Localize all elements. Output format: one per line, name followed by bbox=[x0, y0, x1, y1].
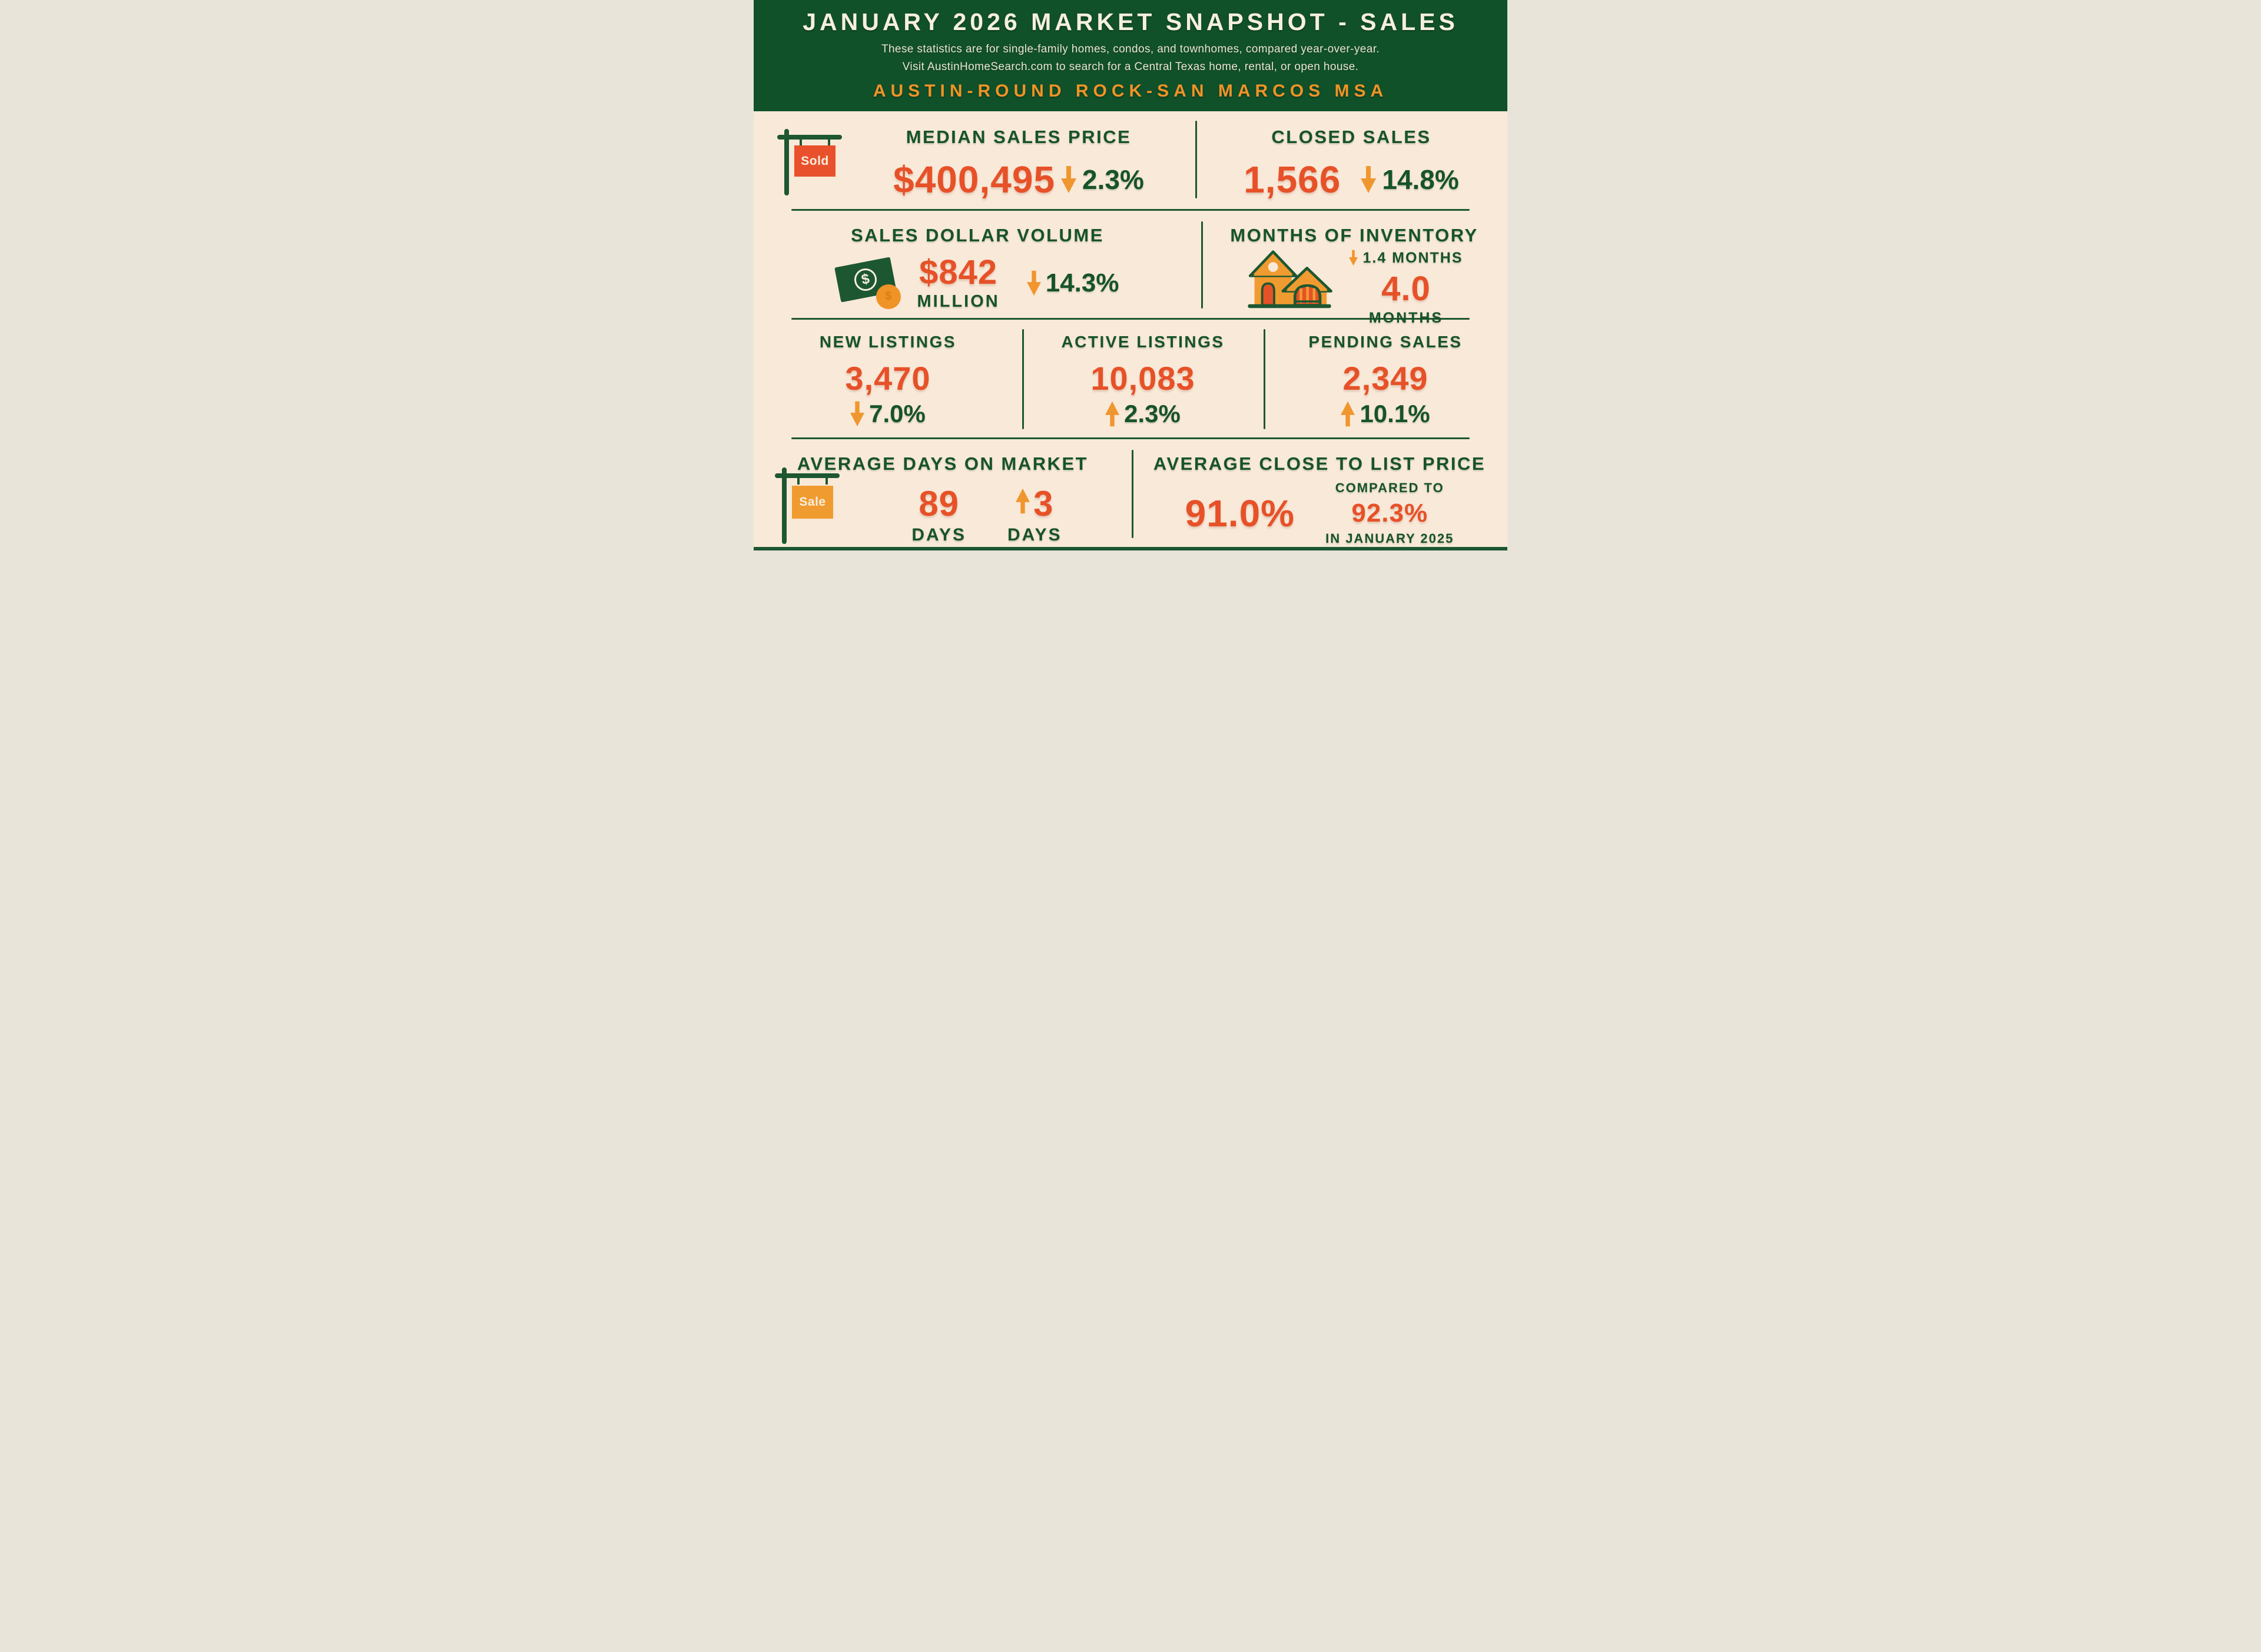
new-listings-value: 3,470 bbox=[845, 360, 931, 397]
active-listings-section: ACTIVE LISTINGS 10,083 2.3% bbox=[1022, 320, 1264, 437]
pending-sales-section: PENDING SALES 2,349 10.1% bbox=[1264, 320, 1507, 437]
header-subtitle-line2: Visit AustinHomeSearch.com to search for… bbox=[902, 61, 1359, 74]
average-days-on-market-unit: DAYS bbox=[911, 525, 966, 545]
down-arrow-icon bbox=[850, 401, 865, 427]
divider bbox=[1132, 450, 1133, 538]
down-arrow-icon bbox=[1361, 166, 1377, 193]
compare-period: IN JANUARY 2025 bbox=[1325, 531, 1454, 546]
average-close-to-list-price-value: 91.0% bbox=[1185, 492, 1295, 535]
average-days-on-market-label: AVERAGE DAYS ON MARKET bbox=[797, 453, 1089, 474]
region-title: AUSTIN-ROUND ROCK-SAN MARCOS MSA bbox=[873, 81, 1388, 101]
house-icon bbox=[1248, 250, 1333, 308]
average-days-on-market-section: AVERAGE DAYS ON MARKET 89 DAYS 3 DAYS bbox=[754, 439, 1132, 547]
new-listings-change: 7.0% bbox=[869, 400, 926, 427]
divider bbox=[791, 318, 1470, 320]
months-of-inventory-value: 4.0 bbox=[1381, 270, 1431, 308]
page-title: JANUARY 2026 MARKET SNAPSHOT - SALES bbox=[803, 8, 1458, 35]
average-days-on-market-change-unit: DAYS bbox=[1007, 525, 1062, 545]
median-sales-price-label: MEDIAN SALES PRICE bbox=[906, 127, 1132, 147]
down-arrow-icon bbox=[1349, 250, 1358, 266]
divider bbox=[1264, 329, 1265, 429]
header: JANUARY 2026 MARKET SNAPSHOT - SALES The… bbox=[754, 0, 1507, 111]
divider bbox=[791, 437, 1470, 439]
pending-sales-value: 2,349 bbox=[1342, 360, 1428, 397]
closed-sales-label: CLOSED SALES bbox=[1271, 127, 1431, 147]
median-sales-price-section: MEDIAN SALES PRICE $400,495 2.3% bbox=[754, 111, 1195, 209]
compare-value: 92.3% bbox=[1351, 499, 1428, 528]
pending-sales-change: 10.1% bbox=[1360, 400, 1430, 427]
down-arrow-icon bbox=[1061, 166, 1077, 193]
active-listings-value: 10,083 bbox=[1090, 360, 1195, 397]
divider bbox=[1195, 121, 1197, 198]
months-of-inventory-label: MONTHS OF INVENTORY bbox=[1230, 225, 1478, 246]
sales-dollar-volume-value: $842 bbox=[919, 253, 998, 291]
sale-sign-board: Sale bbox=[792, 486, 833, 519]
closed-sales-value: 1,566 bbox=[1244, 158, 1341, 201]
row-listings: NEW LISTINGS 3,470 7.0% ACTIVE LISTINGS … bbox=[754, 320, 1507, 437]
sales-dollar-volume-label: SALES DOLLAR VOLUME bbox=[851, 225, 1104, 246]
average-days-on-market-change: 3 bbox=[1033, 484, 1054, 523]
sold-sign-board: Sold bbox=[794, 145, 836, 177]
sold-sign-icon: Sold bbox=[777, 129, 844, 211]
sales-dollar-volume-unit: MILLION bbox=[917, 292, 1000, 311]
row-median-closed: Sold MEDIAN SALES PRICE $400,495 2.3% CL… bbox=[754, 111, 1507, 209]
closed-sales-change: 14.8% bbox=[1382, 164, 1459, 195]
months-of-inventory-section: MONTHS OF INVENTORY bbox=[1201, 211, 1507, 326]
new-listings-section: NEW LISTINGS 3,470 7.0% bbox=[754, 320, 1022, 437]
up-arrow-icon bbox=[1341, 401, 1355, 427]
average-close-to-list-price-label: AVERAGE CLOSE TO LIST PRICE bbox=[1153, 453, 1486, 474]
average-days-on-market-value: 89 bbox=[919, 484, 960, 523]
up-arrow-icon bbox=[1105, 401, 1120, 427]
sales-dollar-volume-change: 14.3% bbox=[1045, 268, 1119, 297]
sale-sign-crossbar bbox=[775, 473, 840, 478]
average-close-to-list-price-section: AVERAGE CLOSE TO LIST PRICE 91.0% COMPAR… bbox=[1132, 439, 1507, 547]
months-of-inventory-change: 1.4 MONTHS bbox=[1362, 249, 1463, 266]
divider bbox=[1022, 329, 1024, 429]
divider bbox=[791, 209, 1470, 211]
months-of-inventory-unit: MONTHS bbox=[1368, 310, 1444, 326]
sold-sign-text: Sold bbox=[801, 154, 829, 168]
sale-sign-text: Sale bbox=[799, 495, 826, 509]
active-listings-label: ACTIVE LISTINGS bbox=[1061, 333, 1225, 351]
sale-sign-icon: Sale bbox=[775, 467, 842, 550]
median-sales-price-value: $400,495 bbox=[893, 158, 1056, 201]
pending-sales-label: PENDING SALES bbox=[1308, 333, 1463, 351]
coin-icon: $ bbox=[876, 284, 901, 309]
dollar-bill-icon: $ $ bbox=[834, 256, 907, 310]
sold-sign-crossbar bbox=[777, 135, 842, 140]
row-volume-inventory: SALES DOLLAR VOLUME $ $ $842 MILLION 14 bbox=[754, 211, 1507, 326]
divider bbox=[1201, 221, 1203, 308]
active-listings-change: 2.3% bbox=[1124, 400, 1181, 427]
compare-label: COMPARED TO bbox=[1335, 480, 1444, 495]
sold-sign-post bbox=[784, 129, 789, 195]
row-days-closelist: Sale AVERAGE DAYS ON MARKET 89 DAYS 3 bbox=[754, 439, 1507, 547]
header-subtitle-line1: These statistics are for single-family h… bbox=[881, 43, 1380, 56]
market-snapshot-infographic: JANUARY 2026 MARKET SNAPSHOT - SALES The… bbox=[754, 0, 1507, 550]
new-listings-label: NEW LISTINGS bbox=[819, 333, 957, 351]
sales-dollar-volume-section: SALES DOLLAR VOLUME $ $ $842 MILLION 14 bbox=[754, 211, 1201, 318]
median-sales-price-change: 2.3% bbox=[1082, 164, 1144, 195]
closed-sales-section: CLOSED SALES 1,566 14.8% bbox=[1195, 111, 1507, 209]
up-arrow-icon bbox=[1016, 488, 1030, 514]
bottom-bar bbox=[754, 547, 1507, 550]
down-arrow-icon bbox=[1026, 270, 1041, 296]
sale-sign-post bbox=[782, 467, 787, 544]
